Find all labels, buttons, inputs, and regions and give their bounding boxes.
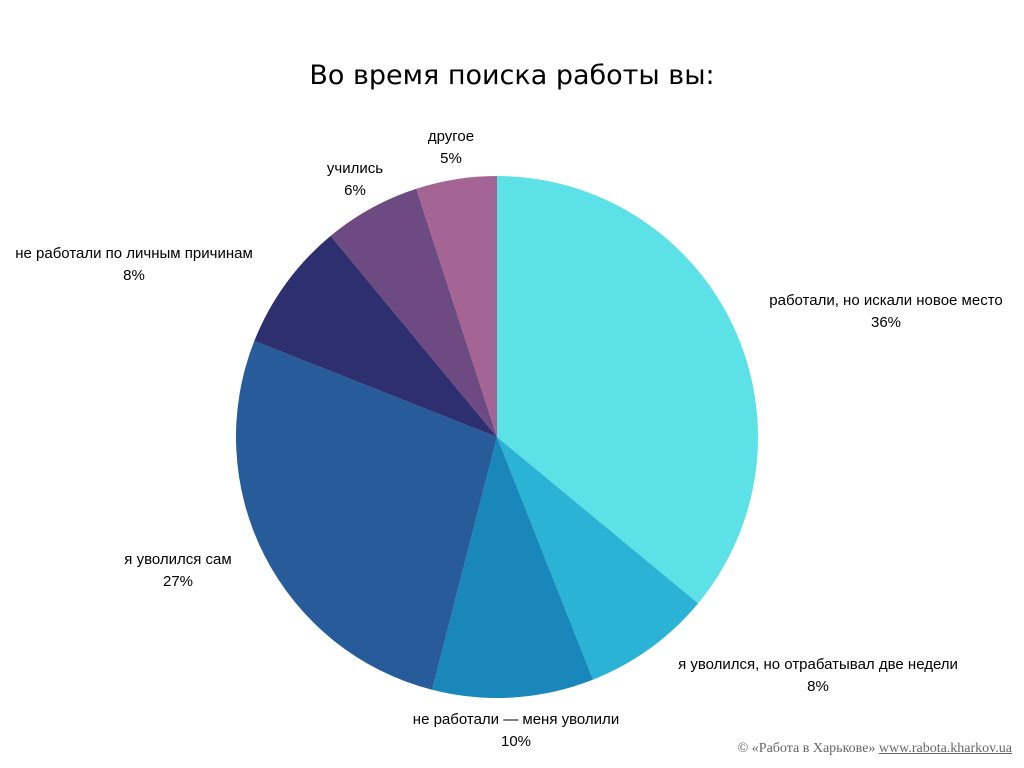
pie-slice-1: [497, 437, 699, 680]
chart-title: Во время поиска работы вы:: [309, 60, 715, 91]
pie-slice-5: [330, 188, 497, 437]
slice-label-4: не работали по личным причинам 8%: [15, 245, 253, 284]
pie-slice-0: [497, 176, 758, 604]
slice-label-2: не работали — меня уволили 10%: [412, 711, 620, 750]
slice-label-1: я уволился, но отрабатывал две недели 8%: [678, 656, 958, 695]
pie-slice-2: [432, 437, 594, 699]
slice-label-5: учились 6%: [326, 160, 384, 199]
pie-slice-3: [236, 340, 497, 690]
slice-label-6: другое 5%: [427, 128, 475, 167]
footer-copyright: © «Работа в Харькове»: [737, 741, 876, 756]
pie-slice-4: [254, 235, 497, 437]
footer-link[interactable]: www.rabota.kharkov.ua: [878, 741, 1012, 756]
pie-slice-6: [416, 176, 497, 437]
footer: © «Работа в Харькове» www.rabota.kharkov…: [738, 741, 1012, 757]
slice-label-0: работали, но искали новое место 36%: [769, 292, 1003, 331]
slice-label-3: я уволился сам 27%: [124, 551, 232, 590]
